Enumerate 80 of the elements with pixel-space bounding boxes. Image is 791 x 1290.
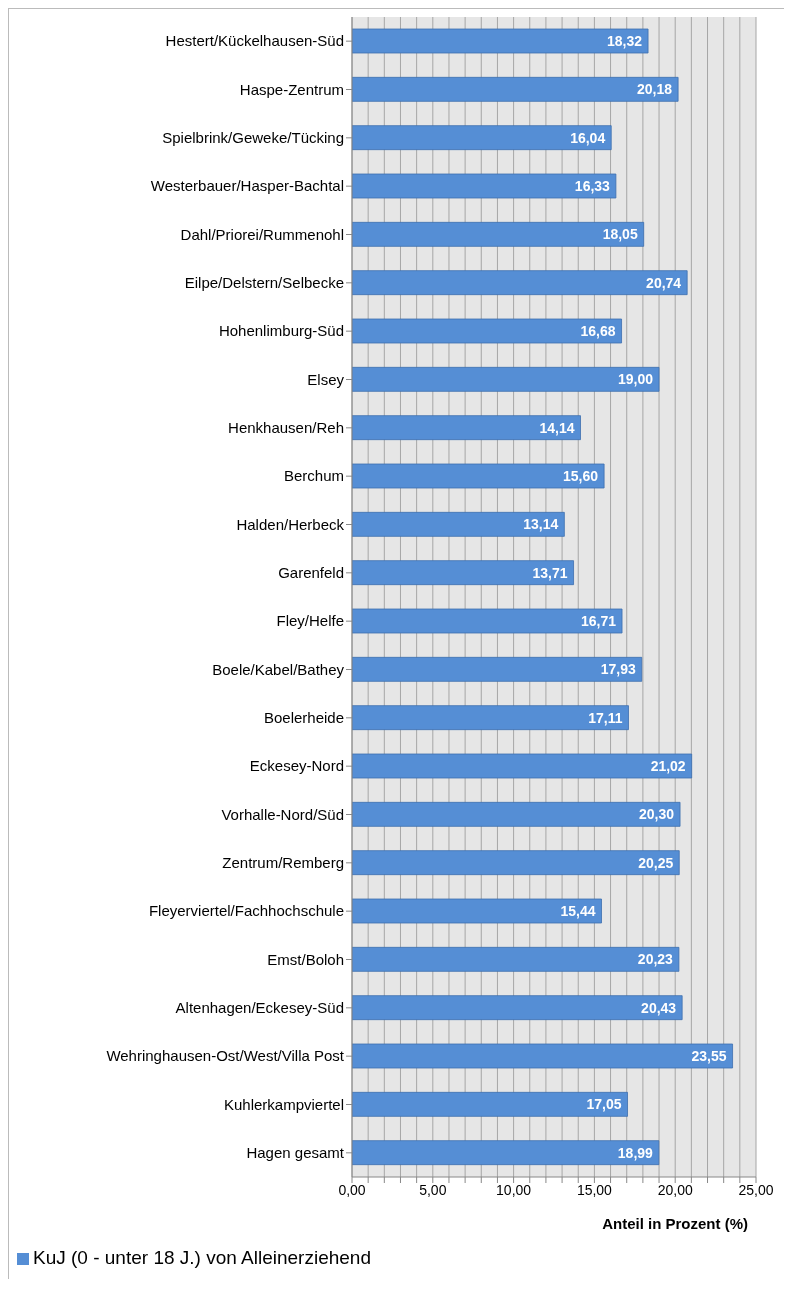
data-label: 23,55 [691,1048,727,1064]
bar [352,995,683,1021]
data-label: 20,18 [637,81,673,98]
x-tick-label: 10,00 [496,1181,532,1198]
y-tick-label: Hohenlimburg-Süd [218,322,344,340]
y-tick-label: Halden/Herbeck [236,515,345,533]
data-label: 14,14 [539,419,575,436]
bar [352,415,581,441]
y-tick-label: Garenfeld [278,564,344,582]
data-label: 15,44 [560,903,596,919]
x-tick-label: 15,00 [576,1181,613,1198]
y-tick-label: Spielbrink/Geweke/Tücking [162,129,344,147]
data-label: 21,02 [650,758,686,774]
bar [352,173,617,199]
bar [352,608,623,634]
data-label: 18,05 [602,226,638,243]
y-tick-label: Altenhagen/Eckesey-Süd [175,999,344,1017]
bar [352,850,680,876]
bar [352,366,660,392]
y-tick-label: Fleyerviertel/Fachhochschule [148,902,344,920]
data-label: 13,71 [532,564,568,581]
data-label: 17,05 [586,1096,622,1113]
bar [352,753,693,779]
y-tick-label: Eilpe/Delstern/Selbecke [184,274,344,292]
bar [352,898,602,924]
y-tick-label: Boele/Kabel/Bathey [212,660,345,678]
x-tick-label: 25,00 [738,1181,774,1198]
data-label: 20,30 [639,806,675,823]
bar [352,28,649,54]
data-label: 18,99 [617,1144,654,1161]
y-tick-label: Westerbauer/Hasper-Bachtal [150,177,344,195]
y-tick-label: Vorhalle-Nord/Süd [221,805,344,823]
y-tick-label: Berchum [283,467,344,485]
bar [352,801,681,827]
x-tick-label: 20,00 [657,1181,693,1198]
data-label: 15,60 [563,468,599,484]
bar [352,1091,628,1117]
y-tick-label: Wehringhausen-Ost/West/Villa Post [106,1047,345,1065]
bar [352,76,679,102]
y-tick-label: Dahl/Priorei/Rummenohl [180,225,344,243]
bar [352,705,629,731]
x-tick-label: 5,00 [419,1181,447,1198]
bar [352,270,688,296]
y-tick-label: Emst/Boloh [267,950,344,968]
data-label: 13,14 [523,516,559,533]
data-label: 16,71 [580,613,617,629]
data-label: 20,43 [641,999,677,1016]
data-label: 17,11 [588,709,623,726]
bar [352,946,680,972]
legend-label: KuJ (0 - unter 18 J.) von Alleinerziehend [33,1247,371,1268]
data-label: 16,68 [580,323,616,339]
bar [352,1140,660,1166]
data-label: 16,33 [574,178,611,194]
y-tick-label: Hagen gesamt [246,1144,345,1162]
bar [352,125,612,151]
data-label: 20,23 [637,951,674,968]
bar [352,511,565,537]
y-tick-label: Elsey [307,370,345,388]
bar [352,221,645,247]
y-tick-label: Zentrum/Remberg [222,854,344,872]
bar [352,656,643,682]
data-label: 18,32 [607,33,643,49]
bar [352,318,622,344]
y-tick-label: Henkhausen/Reh [228,419,344,437]
data-label: 16,04 [570,129,606,146]
y-tick-label: Haspe-Zentrum [239,80,344,98]
y-tick-label: Fley/Helfe [276,612,344,630]
y-tick-label: Kuhlerkampviertel [223,1095,344,1113]
data-label: 20,74 [646,274,682,291]
x-tick-label: 0,00 [338,1181,366,1198]
y-tick-label: Eckesey-Nord [249,757,344,775]
data-label: 17,93 [600,661,636,678]
bar [352,463,605,489]
data-label: 20,25 [638,854,674,871]
data-label: 19,00 [617,371,654,388]
y-tick-label: Hestert/Kückelhausen-Süd [165,32,344,50]
bar [352,560,574,586]
bar [352,1043,733,1069]
y-tick-label: Boelerheide [263,709,344,727]
x-axis-title: Anteil in Prozent (%) [602,1215,748,1232]
